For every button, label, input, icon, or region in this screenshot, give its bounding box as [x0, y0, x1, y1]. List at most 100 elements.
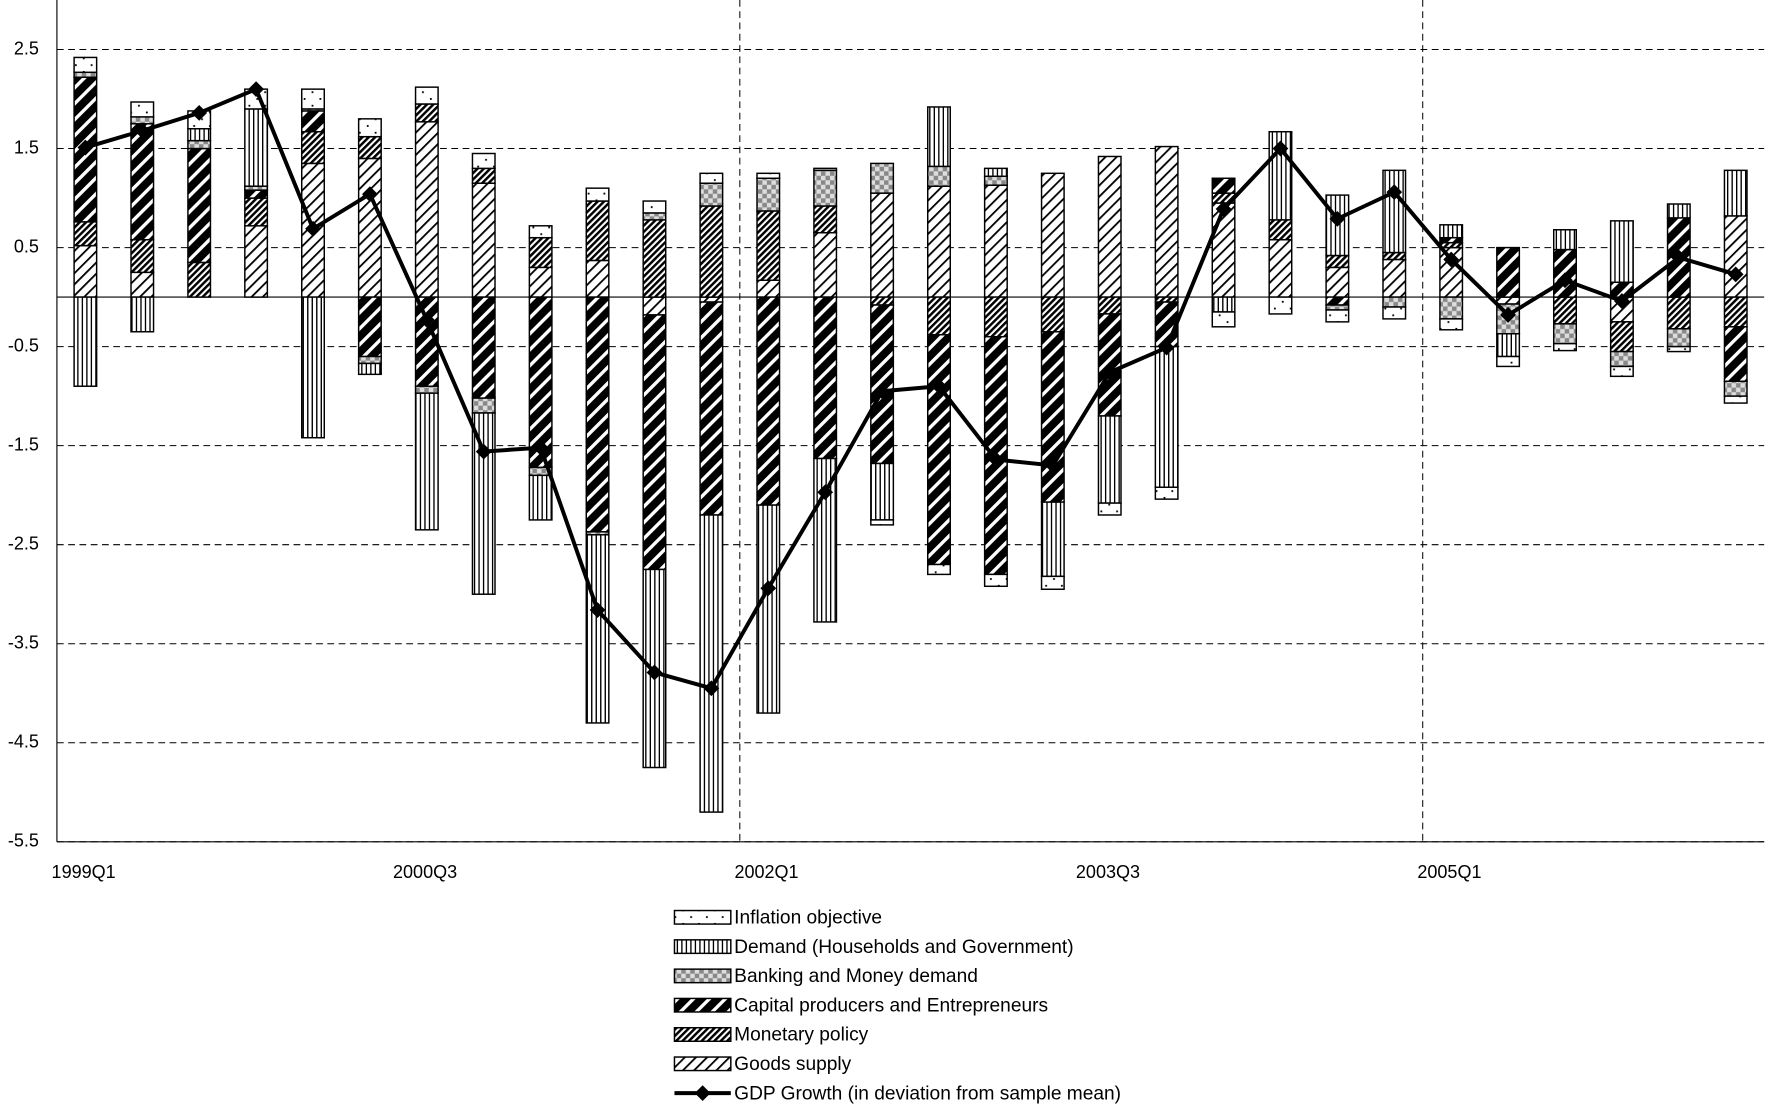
bar-segment: [1439, 241, 1464, 249]
bar-segment: [357, 296, 382, 358]
bar-segment: [187, 147, 212, 264]
bar-segment: [1325, 296, 1350, 306]
line-marker: [1614, 293, 1630, 309]
line-marker: [532, 439, 549, 456]
bar-segment: [1097, 296, 1122, 315]
bar-segment: [73, 296, 98, 387]
bar-segment: [414, 385, 439, 394]
bar-segment: [187, 261, 212, 298]
bar-segment: [528, 266, 553, 298]
bar-segment: [1211, 311, 1236, 328]
line-marker: [1215, 201, 1232, 217]
bar-segment: [1154, 345, 1179, 488]
bar-segment: [1268, 219, 1293, 241]
line-marker: [305, 220, 321, 237]
bar-segment: [471, 167, 496, 184]
bar-segment: [1723, 215, 1748, 298]
bar-segment: [1097, 155, 1122, 298]
bar-segment: [1723, 296, 1748, 328]
bar-segment: [187, 128, 212, 142]
bar-segment: [357, 157, 382, 298]
bar-segment: [1154, 145, 1179, 298]
bar-segment: [813, 205, 838, 234]
bar-segment: [1268, 238, 1293, 298]
bar-segment: [699, 301, 724, 516]
bar-segment: [1666, 345, 1691, 353]
bar-segment: [642, 212, 667, 221]
bar-segment: [1666, 296, 1691, 330]
bar-segment: [244, 197, 269, 227]
bar-segment: [926, 296, 952, 336]
bar-segment: [528, 474, 553, 521]
bar-segment: [870, 296, 895, 306]
x-tick-label: 1999Q1: [52, 862, 116, 882]
bar-segment: [1552, 229, 1577, 251]
legend-swatch: [673, 1056, 732, 1072]
bar-segment: [1325, 304, 1350, 311]
legend-label: Inflation objective: [734, 907, 882, 928]
bar-segment: [73, 56, 98, 74]
bar-segment: [585, 296, 610, 533]
bar-segment: [414, 86, 439, 105]
bar-segment: [642, 200, 667, 214]
bar-segment: [244, 225, 269, 298]
bar-segment: [926, 563, 952, 576]
bar-segment: [756, 210, 781, 282]
bar-segment: [1097, 502, 1122, 516]
bar-segment: [357, 118, 382, 138]
line-marker: [1272, 140, 1289, 157]
bar-segment: [73, 221, 98, 247]
bar-segment: [1382, 169, 1407, 254]
bar-segment: [585, 259, 610, 298]
bar-segment: [528, 225, 553, 239]
line-marker: [1500, 307, 1516, 323]
bar-segment: [1666, 328, 1691, 348]
line-marker: [760, 580, 777, 597]
bar-segment: [1496, 246, 1521, 298]
line-marker: [475, 443, 492, 460]
bar-segment: [1040, 331, 1065, 503]
y-tick-label: -1.5: [8, 434, 39, 454]
bar-segment: [1439, 296, 1464, 320]
bar-segment: [642, 219, 667, 298]
bar-segment: [130, 101, 155, 118]
bar-segment: [471, 296, 496, 399]
bar-segment: [983, 573, 1008, 588]
bar-segment: [756, 279, 781, 298]
bar-segment: [926, 165, 952, 187]
bar-segment: [699, 296, 724, 303]
bar-segment: [301, 88, 326, 110]
bar-segment: [983, 167, 1008, 178]
bar-segment: [1382, 258, 1407, 298]
bar-segment: [813, 457, 838, 623]
bar-segment: [870, 462, 895, 521]
bar-segment: [1723, 326, 1748, 383]
bar-segment: [244, 189, 269, 199]
bar-segment: [1325, 309, 1350, 323]
legend-swatch: [673, 909, 732, 925]
bar-segment: [756, 177, 781, 212]
bar-segment: [870, 519, 895, 526]
bar-segment: [471, 182, 496, 298]
bar-segment: [1040, 501, 1065, 578]
bar-segment: [585, 187, 610, 202]
bar-segment: [983, 184, 1008, 298]
bar-segment: [813, 169, 838, 207]
bar-segment: [301, 110, 326, 133]
bar-segment: [357, 355, 382, 365]
y-tick-label: -0.5: [8, 335, 39, 355]
bar-segment: [813, 167, 838, 172]
bar-segment: [756, 504, 781, 714]
line-marker: [646, 664, 663, 681]
bar-segment: [1325, 254, 1350, 269]
line-marker: [1386, 184, 1403, 201]
y-tick-label: -5.5: [8, 831, 39, 851]
line-marker: [362, 186, 378, 202]
y-tick-label: -3.5: [8, 632, 39, 652]
bar-segment: [1723, 169, 1748, 217]
bar-segment: [1552, 323, 1577, 345]
bar-segment: [1552, 342, 1577, 352]
bar-segment: [585, 200, 610, 262]
bar-segment: [1609, 350, 1634, 368]
bar-segment: [870, 192, 895, 298]
